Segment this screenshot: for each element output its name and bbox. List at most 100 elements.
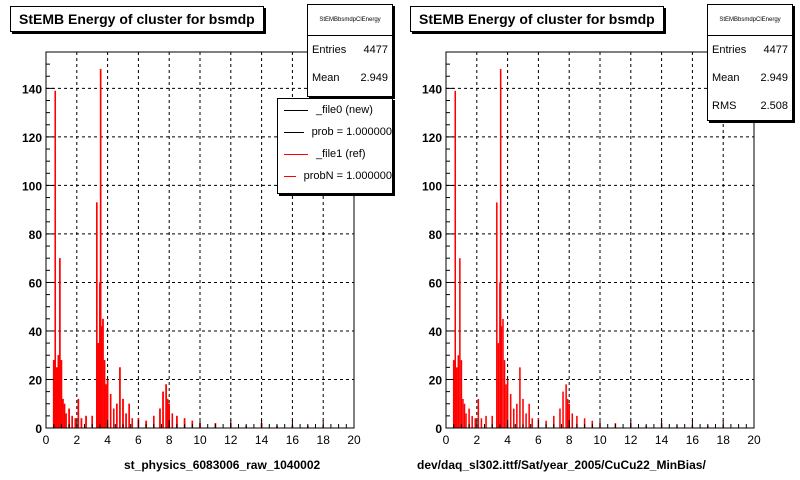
right-bar-s0-7 bbox=[463, 403, 466, 428]
left-bar-s1-11 bbox=[74, 418, 77, 428]
left-bar-s1-37 bbox=[162, 391, 164, 428]
right-x-tick-label-3: 6 bbox=[535, 433, 542, 447]
right-bar-s0-37 bbox=[562, 391, 564, 428]
right-x-tick-label-10: 20 bbox=[747, 433, 761, 447]
right-y-tick-label-3: 60 bbox=[429, 276, 443, 290]
right-bar-s0-9 bbox=[468, 408, 470, 428]
right-bar-s0-19 bbox=[499, 68, 502, 428]
legend-label-file0: _file0 (new) bbox=[316, 104, 373, 116]
left-bar-s1-41 bbox=[171, 413, 174, 428]
right-bar-s0-13 bbox=[480, 418, 483, 428]
left-bar-s1-31 bbox=[128, 403, 130, 428]
legend-entry-prob: prob = 1.000000 bbox=[278, 121, 392, 143]
left-bar-s1-28 bbox=[119, 367, 121, 428]
left-stats-row-mean: Mean 2.949 bbox=[308, 64, 392, 92]
right-bar-s0-38 bbox=[565, 384, 567, 428]
right-bar-s0-1 bbox=[454, 90, 457, 428]
left-bar-s1-38 bbox=[165, 384, 167, 428]
right-histogram-title: StEMB Energy of cluster for bsmdp bbox=[410, 6, 664, 32]
left-x-tick-label-4: 8 bbox=[166, 433, 173, 447]
left-bar-s1-29 bbox=[122, 398, 124, 428]
legend-line-probn bbox=[284, 175, 296, 177]
left-bar-s1-20 bbox=[100, 326, 103, 428]
right-y-tick-label-4: 80 bbox=[429, 228, 443, 242]
left-bar-s1-25 bbox=[109, 394, 112, 428]
legend-label-probn: probN = 1.000000 bbox=[303, 170, 392, 182]
right-bar-s0-32 bbox=[531, 418, 534, 428]
right-bar-s0-27 bbox=[516, 403, 518, 428]
left-bar-s1-8 bbox=[65, 413, 67, 428]
right-bar-s0-15 bbox=[491, 415, 493, 428]
left-bar-s1-15 bbox=[91, 415, 93, 428]
right-bar-s0-10 bbox=[471, 415, 473, 428]
right-stats-row-rms: RMS 2.508 bbox=[708, 92, 792, 120]
right-stats-row-entries: Entries 4477 bbox=[708, 36, 792, 64]
right-x-tick-label-0: 0 bbox=[443, 433, 450, 447]
left-x-tick-label-6: 12 bbox=[224, 433, 238, 447]
right-bar-s0-40 bbox=[568, 403, 570, 428]
right-bar-s0-12 bbox=[477, 398, 480, 428]
left-stats-entries-value: 4477 bbox=[363, 44, 388, 56]
left-bar-s1-30 bbox=[125, 413, 127, 428]
right-bar-s0-24 bbox=[506, 379, 509, 428]
left-bar-s1-19 bbox=[99, 68, 102, 428]
left-bar-s1-40 bbox=[168, 403, 170, 428]
right-bar-s0-26 bbox=[512, 408, 515, 428]
right-bar-s0-6 bbox=[462, 398, 464, 428]
right-bar-s0-29 bbox=[522, 398, 524, 428]
right-bar-s0-42 bbox=[576, 415, 578, 428]
right-x-tick-label-6: 12 bbox=[624, 433, 638, 447]
left-bar-s1-6 bbox=[62, 398, 64, 428]
left-y-tick-label-3: 60 bbox=[29, 276, 43, 290]
left-stats-name: StEMBbsmdpClEnergy bbox=[308, 5, 392, 36]
right-bar-s0-16 bbox=[496, 202, 498, 428]
left-bar-s1-27 bbox=[116, 403, 118, 428]
left-bar-s1-4 bbox=[59, 258, 61, 428]
left-bar-s1-2 bbox=[56, 367, 58, 428]
legend-line-file1 bbox=[284, 153, 308, 155]
legend-entry-file0: _file0 (new) bbox=[278, 99, 392, 121]
right-x-axis-title: dev/daq_sl302.ittf/Sat/year_2005/CuCu22_… bbox=[417, 458, 706, 472]
left-bar-s1-0 bbox=[52, 360, 55, 428]
right-x-tick-label-1: 2 bbox=[473, 433, 480, 447]
left-x-tick-label-7: 14 bbox=[255, 433, 269, 447]
right-bar-s0-11 bbox=[474, 418, 477, 428]
legend-entry-probn: probN = 1.000000 bbox=[278, 165, 392, 187]
right-bar-s0-14 bbox=[485, 415, 487, 428]
right-bar-s0-8 bbox=[465, 413, 467, 428]
legend-label-prob: prob = 1.000000 bbox=[311, 126, 392, 138]
legend-entry-file1: _file1 (ref) bbox=[278, 143, 392, 165]
left-y-tick-label-0: 0 bbox=[35, 422, 42, 436]
right-histogram-panel: 0 2 4 6 8 10 12 14 16 18 20 0 20 40 60 80 100 120 140 StEM… bbox=[400, 0, 800, 472]
right-bar-s0-4 bbox=[459, 258, 461, 428]
left-x-tick-label-2: 4 bbox=[104, 433, 111, 447]
left-legend: _file0 (new) prob = 1.000000 _file1 (ref… bbox=[277, 98, 393, 194]
right-bar-s0-25 bbox=[509, 394, 512, 428]
right-bar-s0-28 bbox=[519, 367, 521, 428]
right-bar-s0-30 bbox=[525, 413, 527, 428]
left-x-tick-label-0: 0 bbox=[43, 433, 50, 447]
left-bar-s1-5 bbox=[60, 360, 63, 428]
right-stats-rms-label: RMS bbox=[712, 100, 737, 112]
legend-line-file0 bbox=[284, 109, 308, 111]
left-y-tick-label-4: 80 bbox=[29, 228, 43, 242]
left-x-tick-label-8: 16 bbox=[286, 433, 300, 447]
left-bar-s1-14 bbox=[85, 415, 87, 428]
right-bar-s0-2 bbox=[456, 367, 458, 428]
left-x-tick-label-9: 18 bbox=[317, 433, 331, 447]
left-bar-s1-3 bbox=[57, 355, 60, 428]
right-bar-s0-17 bbox=[497, 343, 500, 428]
right-bar-s0-3 bbox=[457, 355, 460, 428]
right-x-tick-label-4: 8 bbox=[566, 433, 573, 447]
left-histogram-title: StEMB Energy of cluster for bsmdp bbox=[10, 6, 264, 32]
left-bar-s1-23 bbox=[105, 384, 107, 428]
left-bar-s1-10 bbox=[71, 415, 73, 428]
right-stats-name: StEMBbsmdpClEnergy bbox=[708, 5, 792, 36]
right-y-tick-label-1: 20 bbox=[429, 373, 443, 387]
right-y-tick-label-7: 140 bbox=[422, 82, 442, 96]
right-bar-s0-43 bbox=[583, 418, 586, 428]
right-stats-entries-label: Entries bbox=[712, 44, 747, 56]
left-bar-s1-26 bbox=[112, 408, 115, 428]
right-y-tick-label-5: 100 bbox=[422, 179, 442, 193]
left-bar-s1-9 bbox=[68, 408, 70, 428]
